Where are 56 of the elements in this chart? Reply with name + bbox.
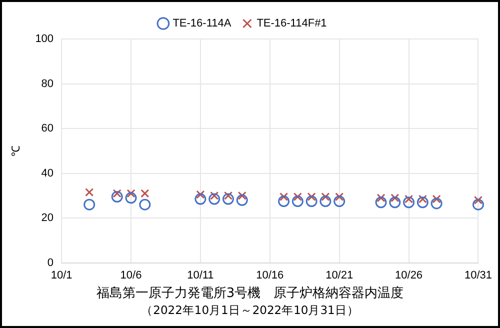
y-tick-label: 0	[47, 256, 54, 269]
point	[306, 196, 318, 208]
point	[432, 194, 441, 204]
point	[293, 192, 302, 202]
y-tick-label: 80	[41, 78, 54, 90]
x-tick-label: 10/6	[120, 269, 142, 282]
y-axis-title: ℃	[10, 145, 23, 156]
legend-label: TE-16-114A	[172, 18, 232, 30]
point	[111, 191, 123, 203]
point	[404, 194, 414, 204]
point	[321, 192, 330, 202]
x-tick-label: 10/31	[464, 269, 492, 282]
point	[418, 194, 427, 204]
point	[292, 196, 304, 208]
point	[376, 194, 386, 202]
x-tick-label: 10/1	[50, 269, 72, 282]
point	[139, 198, 151, 210]
y-tick-label: 20	[41, 212, 54, 224]
point	[125, 192, 137, 204]
point	[430, 198, 442, 210]
point	[390, 194, 400, 202]
point	[126, 189, 136, 198]
text: 福島第一原子力発電所3号機 原子炉格納容器内温度	[95, 285, 405, 302]
point	[85, 188, 94, 197]
point	[320, 196, 332, 208]
point	[140, 189, 150, 198]
point	[403, 196, 415, 208]
y-tick-label: 60	[41, 122, 54, 135]
point	[307, 192, 316, 202]
point	[389, 196, 401, 208]
point	[416, 196, 428, 208]
point	[474, 196, 483, 204]
point	[236, 194, 248, 206]
point	[196, 190, 205, 199]
x-tick-label: 10/26	[395, 269, 423, 282]
x-tick-label: 10/16	[256, 269, 284, 282]
x-tick-label: 10/11	[187, 269, 214, 282]
point	[210, 191, 219, 200]
point	[335, 192, 344, 202]
point	[112, 189, 122, 198]
x-tick-label: 10/21	[326, 269, 354, 282]
point	[194, 193, 206, 205]
point	[472, 198, 484, 210]
point	[222, 193, 234, 205]
point	[224, 191, 233, 200]
point	[208, 193, 220, 205]
text: （2022年10月1日～2022年10月31日）	[140, 303, 360, 318]
point	[84, 198, 96, 210]
point	[280, 192, 288, 202]
point	[334, 196, 346, 208]
point	[375, 196, 387, 208]
y-tick-label: 40	[41, 167, 54, 180]
point	[278, 196, 290, 208]
point	[238, 191, 246, 200]
legend-label: TE-16-114F#1	[256, 18, 327, 30]
y-tick-label: 100	[35, 33, 54, 46]
